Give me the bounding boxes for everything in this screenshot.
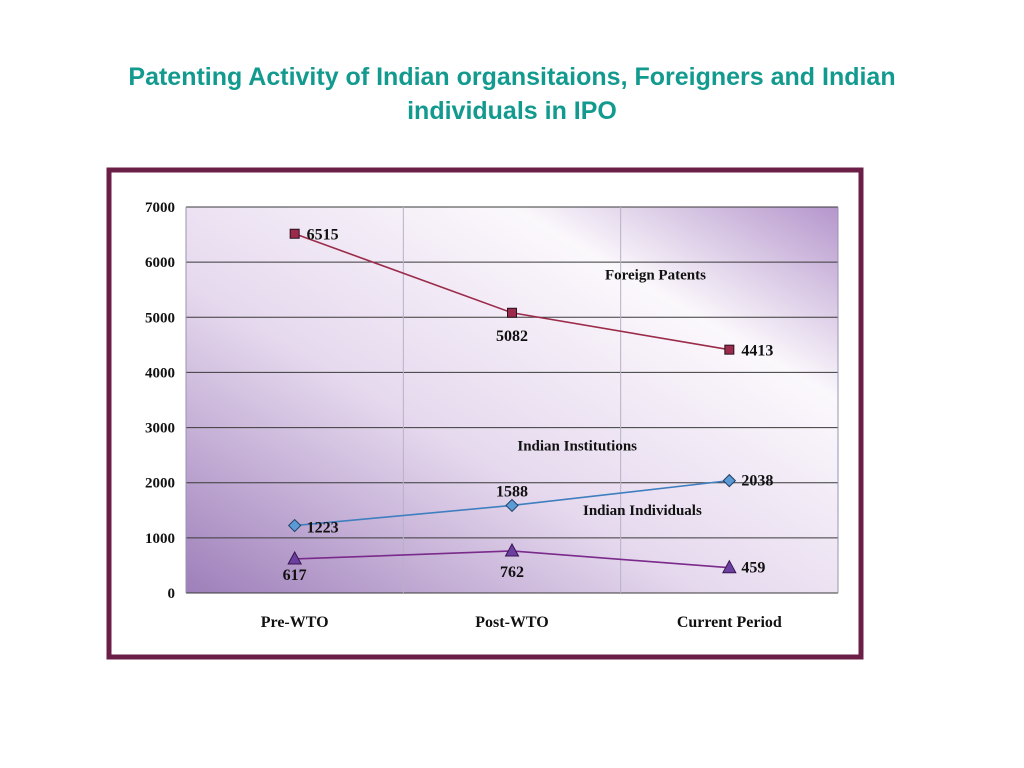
data-label: 617 [283, 567, 307, 584]
data-point [287, 518, 302, 533]
data-label: 1588 [496, 483, 528, 500]
data-point [724, 344, 735, 355]
data-point [505, 498, 519, 513]
series-layer: 6515 5082 4413 Foreign Patents 1223 1588 2038 I… [283, 227, 774, 584]
y-tick-label: 0 [168, 586, 176, 602]
y-tick-label: 7000 [145, 200, 175, 216]
series-2: 617 762 459 Indian Individuals [283, 503, 766, 584]
x-tick-label: Current Period [677, 614, 782, 631]
y-axis-tick-labels: 0 1000 2000 3000 4000 5000 6000 7000 [145, 200, 175, 602]
line-chart: 0 1000 2000 3000 4000 5000 6000 7000 Pre-WTO Pos… [106, 167, 864, 660]
chart-panel: 0 1000 2000 3000 4000 5000 6000 7000 Pre-WTO Pos… [95, 155, 875, 673]
data-label: 762 [500, 564, 524, 581]
slide-title-line-2: individuals in IPO [407, 97, 617, 125]
y-tick-label: 5000 [145, 310, 175, 326]
x-axis-tick-labels: Pre-WTO Post-WTO Current Period [261, 614, 782, 631]
series-1: 1223 1588 2038 Indian Institutions [287, 438, 773, 537]
slide-title-line-1: Patenting Activity of Indian organsitaio… [128, 63, 896, 91]
y-tick-label: 2000 [145, 476, 175, 492]
data-point [507, 307, 517, 318]
y-tick-label: 3000 [145, 421, 175, 437]
data-label: 4413 [741, 343, 773, 360]
data-point [722, 473, 737, 488]
series-name-label: Indian Individuals [583, 503, 702, 519]
x-tick-label: Post-WTO [475, 614, 548, 631]
data-label: 5082 [496, 328, 528, 345]
plot-area [186, 207, 838, 593]
series-0: 6515 5082 4413 Foreign Patents [289, 227, 773, 360]
data-label: 2038 [741, 473, 773, 490]
y-tick-label: 4000 [145, 365, 175, 381]
data-point [289, 228, 300, 239]
data-point [287, 550, 303, 565]
data-label: 1223 [307, 520, 339, 537]
series-name-label: Foreign Patents [605, 268, 706, 284]
x-tick-label: Pre-WTO [261, 614, 329, 631]
data-point [504, 542, 520, 557]
data-label: 459 [741, 560, 765, 577]
y-tick-label: 1000 [145, 531, 175, 547]
data-point [721, 559, 737, 574]
slide-title: Patenting Activity of Indian organsitaio… [40, 60, 984, 128]
y-tick-label: 6000 [145, 255, 175, 271]
data-label: 6515 [307, 227, 339, 244]
series-name-label: Indian Institutions [517, 438, 637, 454]
gridlines [185, 206, 839, 594]
